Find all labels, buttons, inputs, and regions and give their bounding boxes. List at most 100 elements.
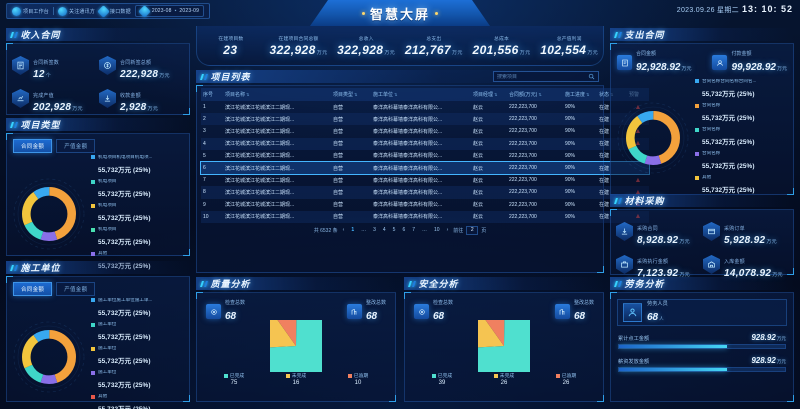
prev-page-button[interactable]: ‹ — [342, 227, 345, 234]
panel-material-purchase: 材料采购 采购合同 8,928.92万元 采购订单 5,928.92万元 — [610, 194, 794, 279]
date-range-picker[interactable]: 2023-08 ▪ 2023-09 — [134, 4, 205, 18]
stat-item: 整改总数 68 — [554, 299, 594, 324]
table-row[interactable]: 8 滨江花城滨江花城滨江二期现... 自营 泰洋高科幕墙泰洋高科有限公... 赵云 222… — [201, 186, 649, 199]
stat-item: 完成产值 202,928万元 — [12, 84, 97, 113]
stat-value: 7,123.92 — [637, 268, 679, 279]
col-type[interactable]: 项目类型⇅ — [331, 88, 371, 101]
goto-page-input[interactable] — [466, 225, 479, 235]
row-unit: 泰洋高科幕墙泰洋高科有限公... — [373, 104, 443, 111]
nav-item-follow-label: 关注通讯方 — [69, 8, 96, 15]
nav-item-data[interactable]: 接口数据 — [97, 4, 131, 18]
sort-icon[interactable]: ⇅ — [246, 92, 250, 97]
legend-swatch — [91, 203, 95, 208]
table-row[interactable]: 2 滨江花城滨江花城滨江二期现... 自营 泰洋高科幕墙泰洋高科有限公... 赵云 222… — [201, 113, 649, 126]
row-manager: 赵云 — [471, 210, 507, 223]
stat-value: 222,928 — [120, 69, 159, 80]
row-no: 10 — [201, 210, 223, 223]
stat-label: 采购合同 — [637, 226, 658, 232]
page-button[interactable]: 6 — [402, 227, 406, 234]
legend-label: 合同名称 — [702, 151, 721, 156]
legend-value: 10 — [354, 380, 362, 386]
goto-suffix: 页 — [481, 227, 487, 234]
stat-label: 合同金额 — [636, 51, 657, 57]
table-header-row: 序号 项目名称⇅ 项目类型⇅ 施工单位⇅ 项目经理⇅ 合同额(万元)⇅ 施工进度… — [201, 88, 649, 101]
panel-title: 施工单位 — [20, 263, 61, 273]
header-bars-icon — [614, 197, 622, 204]
row-amount: 222,223,700 — [509, 128, 537, 135]
tab-output-amount[interactable]: 产值金额 — [56, 282, 96, 296]
panel-title: 安全分析 — [418, 279, 459, 289]
safety-stats: 检查总数 68 整改总数 68 — [405, 293, 603, 324]
nav-item-workbench[interactable]: 项目工作台 — [12, 5, 49, 17]
header-bars-icon — [200, 73, 208, 80]
legend-swatch — [91, 251, 95, 256]
panel-header: 施工单位 — [6, 261, 190, 274]
panel-body: 序号 项目名称⇅ 项目类型⇅ 施工单位⇅ 项目经理⇅ 合同额(万元)⇅ 施工进度… — [196, 85, 650, 273]
row-progress: 90% — [565, 177, 576, 184]
kpi-item: 总支出 212,767万元 — [400, 35, 468, 57]
search-icon[interactable] — [588, 73, 595, 80]
nav-item-follow[interactable]: 关注通讯方 — [58, 5, 95, 17]
page-button[interactable]: 10 — [434, 227, 440, 234]
tab-contract-amount[interactable]: 合同金额 — [13, 282, 53, 296]
row-no: 1 — [203, 104, 206, 111]
legend-item: 其他 55,732万元 (25%) — [695, 175, 756, 197]
page-button[interactable]: 4 — [382, 227, 386, 234]
stat-value: 68 — [225, 311, 237, 322]
legend-item: 合同名称 55,732万元 (25%) — [695, 127, 756, 149]
col-progress[interactable]: 施工进度⇅ — [563, 88, 597, 101]
table-row[interactable]: 1 滨江花城滨江花城滨江二期现... 自营 泰洋高科幕墙泰洋高科有限公... 赵云 222… — [201, 101, 649, 113]
page-button[interactable]: 5 — [392, 227, 396, 234]
sort-icon[interactable]: ⇅ — [494, 92, 498, 97]
table-row[interactable]: 5 滨江花城滨江花城滨江二期现... 自营 泰洋高科幕墙泰洋高科有限公... 赵云 222… — [201, 150, 649, 162]
sort-icon[interactable]: ⇅ — [586, 92, 590, 97]
col-unit[interactable]: 施工单位⇅ — [371, 88, 471, 101]
tab-output-amount[interactable]: 产值金额 — [56, 139, 96, 153]
row-unit: 泰洋高科幕墙泰洋高科有限公... — [371, 210, 471, 223]
legend-item: 已完成 75 — [223, 372, 244, 386]
table-row[interactable]: 3 滨江花城滨江花城滨江二期现... 自营 泰洋高科幕墙泰洋高科有限公... 赵云 222… — [201, 125, 649, 137]
legend-item: 其他 55,732万元 (25%) — [91, 394, 152, 409]
bar-unit: 万元 — [776, 336, 786, 341]
panel-title: 收入合同 — [20, 30, 61, 40]
col-amount[interactable]: 合同额(万元)⇅ — [507, 88, 563, 101]
date-from: 2023-08 — [151, 8, 172, 14]
legend-item: 已逾期 10 — [347, 372, 368, 386]
next-page-button[interactable]: › — [446, 227, 449, 234]
table-row[interactable]: 10 滨江花城滨江花城滨江二期现... 自营 泰洋高科幕墙泰洋高科有限公... 赵云 22… — [201, 210, 649, 223]
col-manager[interactable]: 项目经理⇅ — [471, 88, 507, 101]
row-manager: 赵云 — [473, 202, 484, 209]
bar-value: 928.92 — [751, 356, 776, 365]
row-unit: 泰洋高科幕墙泰洋高科有限公... — [373, 202, 443, 209]
table-row[interactable]: 6 滨江花城滨江花城滨江二期现... 自营 泰洋高科幕墙泰洋高科有限公... 赵云 222… — [200, 160, 650, 176]
page-ellipsis[interactable]: … — [422, 227, 427, 234]
page-button[interactable]: 3 — [373, 227, 376, 234]
stat-value: 2,928 — [120, 102, 147, 113]
search-input[interactable] — [497, 73, 588, 80]
table-row[interactable]: 4 滨江花城滨江花城滨江二期现... 自营 泰洋高科幕墙泰洋高科有限公... 赵云 222… — [201, 137, 649, 150]
legend-value: 55,732万元 (25%) — [702, 139, 755, 147]
legend-swatch — [285, 373, 290, 378]
page-button[interactable]: 7 — [412, 227, 415, 234]
stat-value: 68 — [433, 311, 445, 322]
legend-item: 机电项目机电项目机电项... 55,732万元 (25%) — [91, 155, 152, 177]
page-ellipsis[interactable]: … — [361, 227, 367, 234]
panel-body: 合同金额 产值金额 — [6, 133, 190, 270]
page-button[interactable]: 1 — [351, 227, 355, 234]
table-row[interactable]: 9 滨江花城滨江花城滨江二期现... 自营 泰洋高科幕墙泰洋高科有限公... 赵云 222… — [201, 199, 649, 211]
panel-header: 支出合同 — [610, 28, 794, 41]
sort-icon[interactable]: ⇅ — [354, 92, 358, 97]
progress-track — [618, 344, 786, 349]
sort-icon[interactable]: ⇅ — [394, 92, 398, 97]
panel-labor-analysis: 劳务分析 劳务人员 68人 累计点工金额 928.92万元 薪资发放金额 — [610, 277, 794, 402]
table-row[interactable]: 7 滨江花城滨江花城滨江二期现... 自营 泰洋高科幕墙泰洋高科有限公... 赵云 222… — [201, 174, 649, 186]
tab-contract-amount[interactable]: 合同金额 — [13, 139, 53, 153]
search-box[interactable] — [493, 71, 599, 82]
col-name[interactable]: 项目名称⇅ — [223, 88, 331, 101]
legend-label: 已逾期 — [561, 374, 577, 379]
nav-item-workbench-label: 项目工作台 — [23, 8, 50, 15]
sort-icon[interactable]: ⇅ — [538, 92, 542, 97]
stat-item: 检查总数 68 — [206, 299, 245, 324]
stat-label: 合同新签数 — [33, 60, 60, 66]
contract-icon — [12, 56, 29, 75]
